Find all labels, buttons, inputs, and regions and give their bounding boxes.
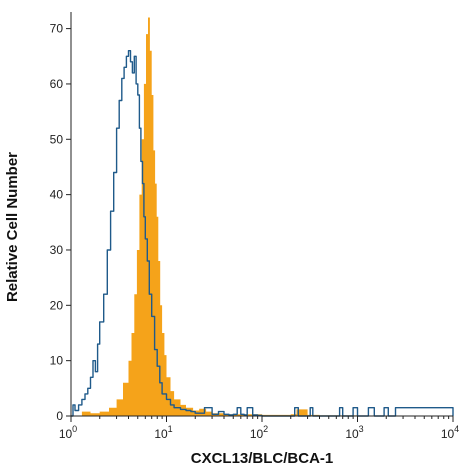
x-axis-label: CXCL13/BLC/BCA-1 <box>191 450 334 467</box>
y-tick-label: 10 <box>50 354 64 368</box>
y-tick-label: 50 <box>50 132 64 146</box>
axes: 0 10 20 30 40 50 60 70 100 101 102 103 104 <box>50 12 459 441</box>
x-tick-label: 103 <box>345 424 363 441</box>
x-tick-label: 102 <box>250 424 268 441</box>
y-tick-label: 70 <box>50 22 64 36</box>
y-tick-label: 60 <box>50 77 64 91</box>
y-tick-label: 40 <box>50 188 64 202</box>
x-tick-label: 101 <box>154 424 172 441</box>
y-tick-label: 0 <box>56 409 63 423</box>
y-tick-label: 20 <box>50 298 64 312</box>
series-0-filled-histogram <box>71 17 453 416</box>
x-tick-label: 104 <box>441 424 459 441</box>
y-axis-label: Relative Cell Number <box>4 152 21 302</box>
series-1-outline-histogram <box>71 50 454 417</box>
x-tick-label: 100 <box>59 424 77 441</box>
y-tick-label: 30 <box>50 243 64 257</box>
plot-series <box>71 17 454 417</box>
